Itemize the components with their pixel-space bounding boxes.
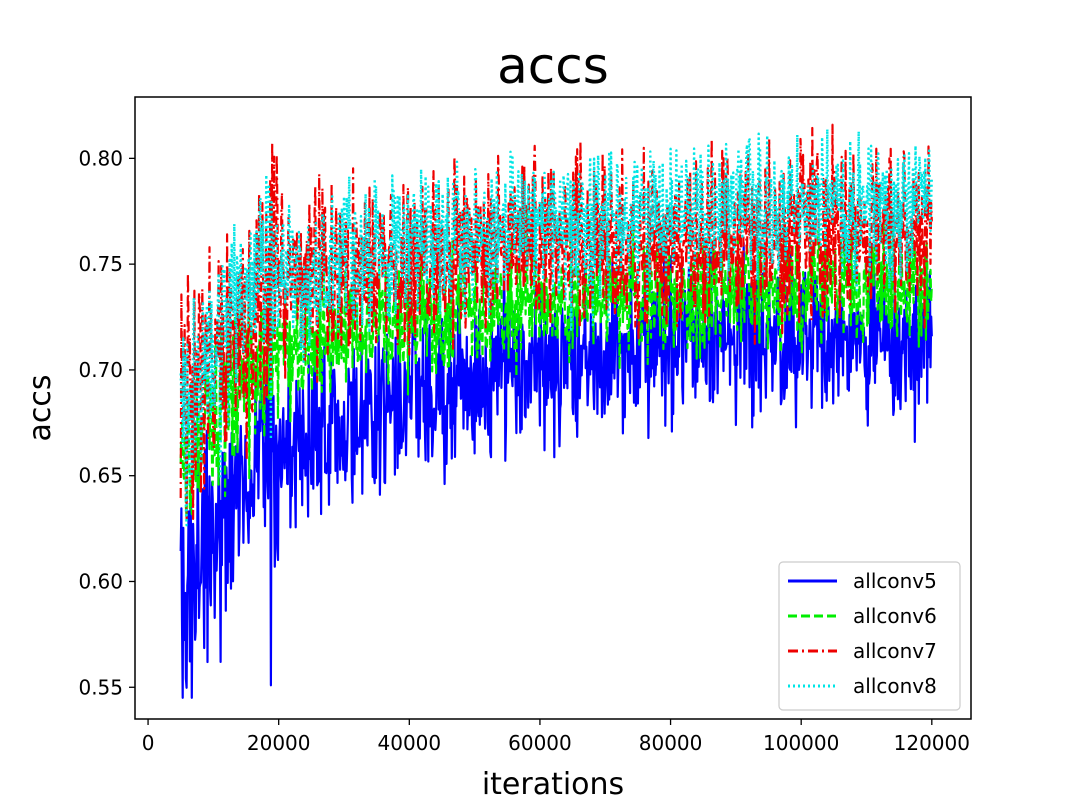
y-tick-label: 0.75 [78,252,123,276]
plot-frame [134,96,972,720]
series-line-allconv5 [179,241,933,699]
y-tick-label: 0.70 [78,358,123,382]
x-tick-label: 120000 [894,731,970,755]
legend-label: allconv7 [853,639,937,663]
legend-label: allconv5 [853,569,937,593]
x-tick-label: 40000 [378,731,442,755]
x-axis: 0 20000 40000 60000 80000 100000 120000 [142,719,970,755]
y-tick-label: 0.65 [78,464,123,488]
x-axis-label: iterations [482,767,624,802]
series-layer [179,123,933,699]
x-tick-label: 60000 [508,731,572,755]
chart-title: accs [497,37,609,95]
y-axis-label: accs [23,374,58,441]
y-axis: 0.55 0.60 0.65 0.70 0.75 0.80 [78,146,135,699]
x-tick-label: 100000 [763,731,839,755]
legend: allconv5 allconv6 allconv7 allconv8 [778,561,961,711]
y-tick-label: 0.80 [78,146,123,170]
y-tick-label: 0.60 [78,569,123,593]
series-line-allconv8 [179,127,933,527]
x-tick-label: 0 [142,731,155,755]
y-tick-label: 0.55 [78,675,123,699]
legend-label: allconv8 [853,674,937,698]
legend-label: allconv6 [853,604,937,628]
legend-box [778,561,961,711]
x-tick-label: 80000 [639,731,703,755]
x-tick-label: 20000 [247,731,311,755]
series-line-allconv7 [179,123,933,522]
